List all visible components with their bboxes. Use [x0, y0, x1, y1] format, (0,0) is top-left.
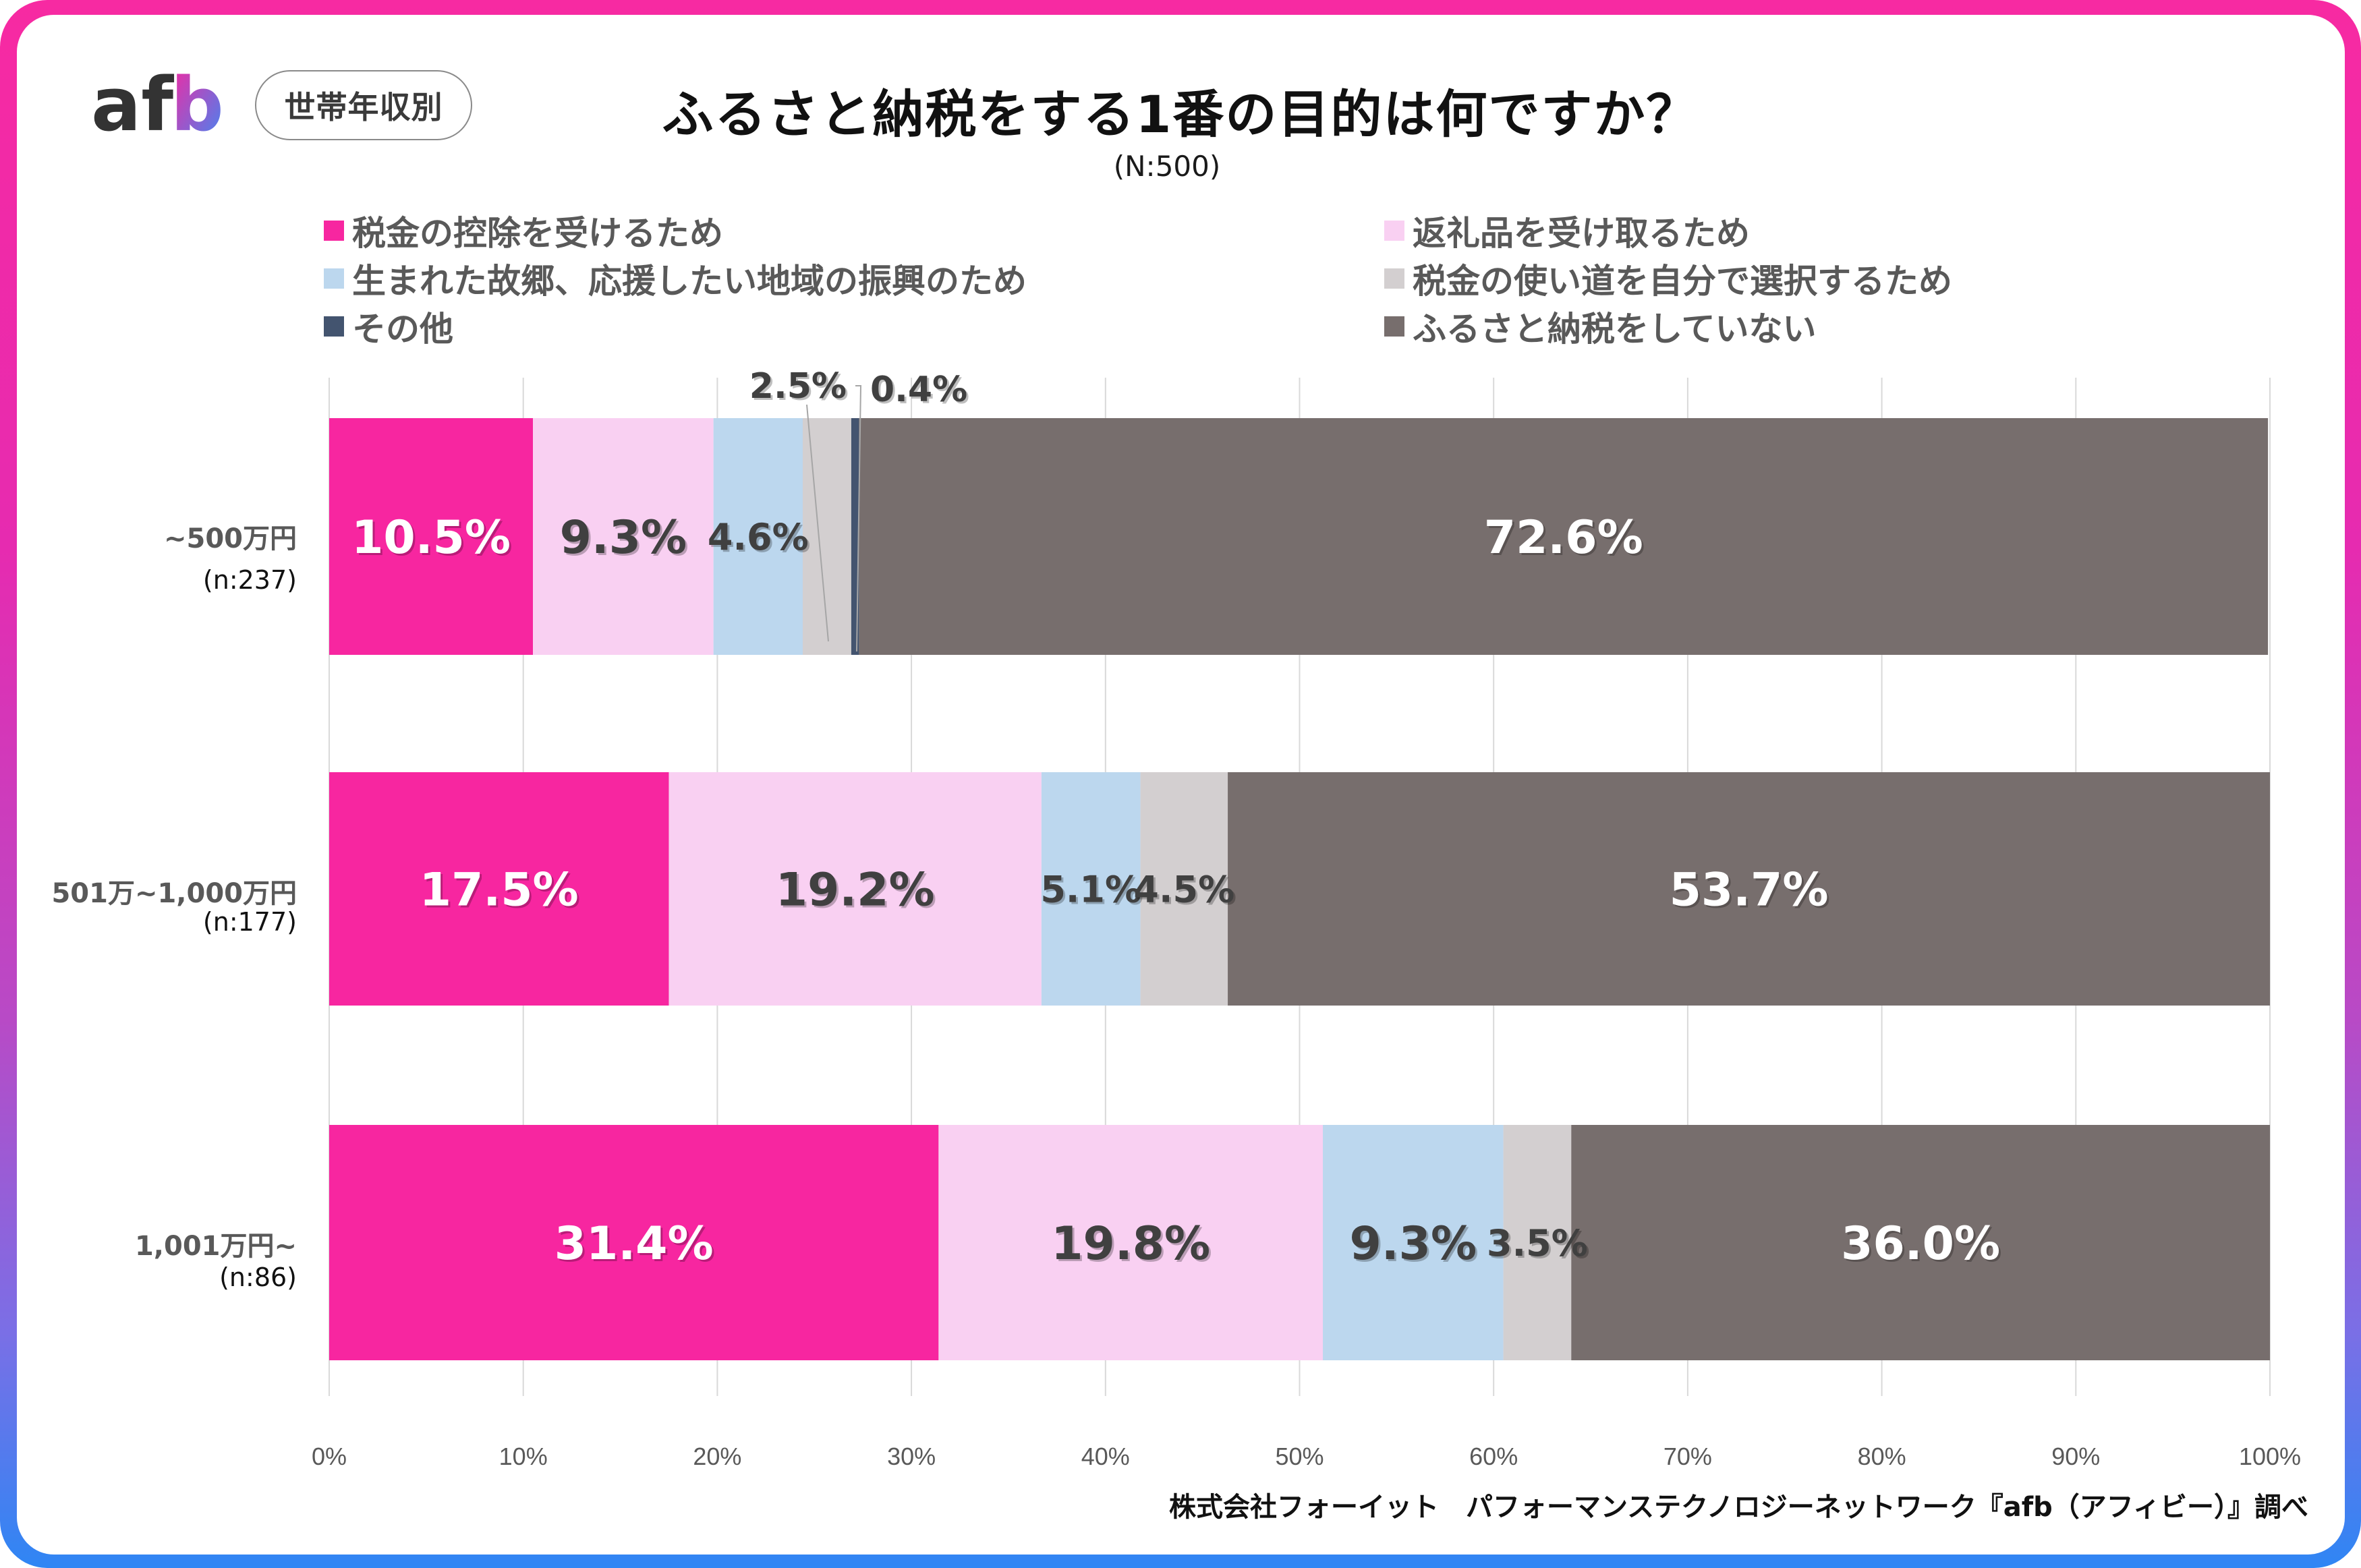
bar-segment: [802, 418, 851, 655]
chart-title: ふるさと納税をする1番の目的は何ですか？: [662, 84, 1699, 144]
legend-swatch: [1384, 221, 1404, 241]
legend-swatch: [324, 221, 344, 241]
legend-item-tax-deduction: 税金の控除を受けるため: [324, 206, 723, 255]
bar-segment: [1503, 1125, 1572, 1360]
legend-swatch: [1384, 316, 1404, 337]
legend-label: ふるさと納税をしていない: [1413, 310, 1817, 349]
legend-item-not-participating: ふるさと納税をしていない: [1384, 302, 1817, 351]
x-tick-label: 50%: [1275, 1443, 1324, 1470]
x-axis-ticks: 0% 10% 20% 30% 40% 50% 60% 70% 80% 90% 100%: [312, 1443, 2301, 1470]
data-label-shadow: 2.5%: [751, 368, 849, 409]
legend-swatch: [324, 316, 344, 337]
data-label-shadow: 72.6%: [1486, 513, 1645, 567]
logo-b-text: b: [171, 64, 224, 145]
data-label-shadow: 9.3%: [562, 513, 689, 567]
legend-item-choose-tax-use: 税金の使い道を自分で選択するため: [1384, 254, 1952, 303]
data-label-shadow: 4.5%: [1135, 870, 1236, 912]
data-label: 4.6%: [708, 516, 809, 558]
data-label: 19.8%: [1051, 1217, 1210, 1271]
bar-segment: [938, 1125, 1324, 1360]
data-label-shadow: 5.1%: [1042, 870, 1143, 912]
bars: [329, 418, 2270, 1360]
bar-segment: [1228, 772, 2270, 1006]
legend-swatch: [324, 268, 344, 289]
segment-pill: 世帯年収別: [255, 70, 472, 140]
data-label: 9.3%: [560, 511, 687, 564]
data-labels: 10.5%10.5% 9.3%9.3% 4.6%4.6%2.5%2.5% 0.4%0.…: [351, 366, 2002, 1273]
data-label: 4.5%: [1133, 868, 1234, 910]
x-tick-label: 30%: [887, 1443, 936, 1470]
legend-label: 税金の使い道を自分で選択するため: [1413, 262, 1952, 301]
category-n: (n:86): [219, 1262, 297, 1292]
category-label: 501万~1,000万円: [51, 878, 297, 909]
x-tick-label: 80%: [1858, 1443, 1906, 1470]
data-label-shadow: 53.7%: [1672, 865, 1831, 919]
bar-segment: [533, 418, 714, 655]
chart-subtitle: (N:500): [1113, 150, 1221, 183]
data-label-shadow: 17.5%: [422, 865, 581, 919]
x-tick-label: 20%: [693, 1443, 741, 1470]
leader-line: [806, 404, 829, 642]
legend-label: その他: [352, 310, 453, 349]
bar-segment: [1140, 772, 1228, 1006]
data-label: 31.4%: [554, 1217, 714, 1271]
category-n: (n:237): [202, 565, 297, 595]
bar-segment: [859, 418, 2269, 655]
data-label-shadow: 3.5%: [1489, 1224, 1590, 1267]
x-tick-label: 100%: [2239, 1443, 2301, 1470]
bar-segment: [1041, 772, 1141, 1006]
x-tick-label: 70%: [1663, 1443, 1712, 1470]
category-label: ~500万円: [163, 523, 297, 554]
data-label-shadow: 4.6%: [710, 518, 811, 560]
data-label-shadow: 19.2%: [778, 865, 937, 919]
bar-segment: [669, 772, 1042, 1006]
data-label: 2.5%: [749, 366, 847, 407]
data-label: 36.0%: [1841, 1217, 2000, 1271]
legend-label: 税金の控除を受けるため: [352, 214, 723, 253]
data-label-shadow: 9.3%: [1352, 1219, 1479, 1273]
bar-segment: [1323, 1125, 1504, 1360]
bar-segment: [329, 772, 669, 1006]
data-label-shadow: 19.8%: [1053, 1219, 1212, 1273]
bar-segment: [329, 1125, 939, 1360]
x-tick-label: 90%: [2051, 1443, 2100, 1470]
data-label: 53.7%: [1670, 863, 1829, 917]
logo-af-text: af: [91, 64, 174, 145]
data-label: 17.5%: [420, 863, 579, 917]
data-label: 19.2%: [776, 863, 935, 917]
leader-line: [855, 385, 862, 652]
data-label: 10.5%: [351, 511, 511, 564]
category-label: 1,001万円~: [134, 1231, 297, 1262]
data-label-shadow: 0.4%: [872, 372, 969, 412]
bar-segment: [329, 418, 534, 655]
x-tick-label: 0%: [312, 1443, 347, 1470]
data-label: 5.1%: [1040, 868, 1141, 910]
bar-segment: [713, 418, 803, 655]
x-tick-label: 40%: [1081, 1443, 1130, 1470]
x-tick-label: 60%: [1469, 1443, 1518, 1470]
bar-segment: [851, 418, 859, 655]
data-label: 3.5%: [1487, 1222, 1588, 1265]
legend-label: 返礼品を受け取るため: [1413, 214, 1750, 253]
data-label: 9.3%: [1350, 1217, 1477, 1271]
legend-swatch: [1384, 268, 1404, 289]
afb-logo: af b: [91, 61, 226, 148]
x-tick-label: 10%: [499, 1443, 548, 1470]
legend-item-hometown-support: 生まれた故郷、応援したい地域の振興のため: [324, 254, 1027, 303]
data-label: 0.4%: [870, 370, 967, 410]
footer-credit: 株式会社フォーイット パフォーマンステクノロジーネットワーク『afb（アフィビー…: [1168, 1492, 2308, 1523]
afb-logo-icon: af b: [91, 61, 224, 148]
data-label: 72.6%: [1484, 511, 1643, 564]
legend-item-return-gifts: 返礼品を受け取るため: [1384, 206, 1750, 255]
category-n: (n:177): [202, 907, 297, 937]
legend-label: 生まれた故郷、応援したい地域の振興のため: [352, 262, 1027, 301]
legend-item-other: その他: [324, 302, 453, 351]
data-label-shadow: 31.4%: [557, 1219, 716, 1273]
bar-segment: [1571, 1125, 2270, 1360]
data-label-shadow: 36.0%: [1843, 1219, 2002, 1273]
data-label-shadow: 10.5%: [353, 513, 513, 567]
